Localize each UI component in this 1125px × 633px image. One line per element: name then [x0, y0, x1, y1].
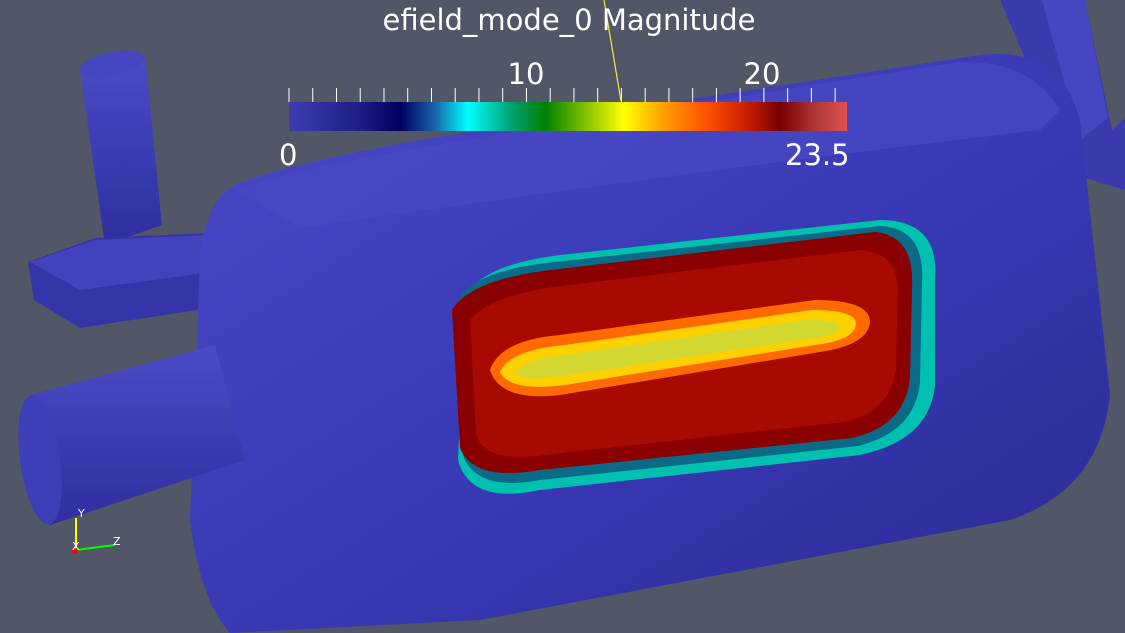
scalar-bar-tick-label: 20	[743, 57, 781, 91]
z-axis-line	[75, 544, 116, 551]
axis-label-z: Z	[113, 535, 121, 548]
scalar-bar-tick-label: 10	[507, 57, 545, 91]
lower-left-tube	[18, 345, 245, 525]
upper-left-stub	[79, 50, 162, 245]
scalar-bar-gradient	[289, 102, 847, 131]
probe-line	[603, 0, 622, 102]
scalar-bar-max-label: 23.5	[785, 138, 850, 172]
x-axis-dot	[72, 548, 78, 554]
field-window	[452, 220, 936, 494]
orientation-axes	[72, 518, 116, 554]
scalar-bar-ticks	[288, 88, 836, 102]
scalar-bar	[288, 88, 847, 131]
axis-label-x: X	[72, 540, 80, 553]
axis-label-y: Y	[78, 507, 85, 520]
scalar-bar-title: efield_mode_0 Magnitude	[382, 3, 756, 37]
scalar-bar-min-label: 0	[279, 138, 298, 172]
